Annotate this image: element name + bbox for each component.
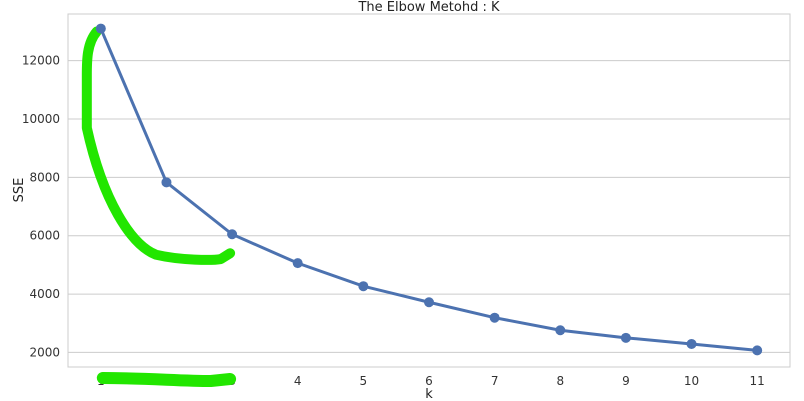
y-tick-label: 2000 bbox=[29, 345, 60, 359]
x-tick-label: 10 bbox=[684, 374, 699, 388]
data-point bbox=[292, 258, 303, 269]
chart-title: The Elbow Metohd : K bbox=[357, 0, 500, 15]
highlight-stroke-curve bbox=[81, 26, 236, 265]
data-point bbox=[489, 312, 500, 323]
data-point bbox=[752, 345, 763, 356]
y-tick-label: 4000 bbox=[29, 287, 60, 301]
grid-lines bbox=[68, 60, 790, 353]
x-tick-label: 4 bbox=[294, 374, 302, 388]
y-axis-title: SSE bbox=[12, 178, 27, 203]
x-tick-label: 6 bbox=[425, 374, 433, 388]
data-point bbox=[95, 23, 106, 34]
y-tick-label: 12000 bbox=[22, 54, 60, 68]
y-tick-label: 6000 bbox=[29, 229, 60, 243]
data-point bbox=[686, 338, 697, 349]
y-tick-label: 8000 bbox=[29, 170, 60, 184]
y-tick-label: 10000 bbox=[22, 112, 60, 126]
highlight-stroke-axis bbox=[96, 372, 237, 387]
data-point bbox=[227, 229, 238, 240]
x-tick-label: 9 bbox=[622, 374, 630, 388]
x-tick-label: 8 bbox=[556, 374, 564, 388]
data-point bbox=[358, 281, 369, 292]
x-tick-label: 11 bbox=[750, 374, 765, 388]
data-points bbox=[95, 23, 763, 356]
x-tick-label: 5 bbox=[360, 374, 368, 388]
data-point bbox=[620, 332, 631, 343]
y-tick-labels: 2000 4000 6000 8000 10000 12000 bbox=[22, 54, 60, 360]
x-tick-label: 7 bbox=[491, 374, 499, 388]
data-point bbox=[161, 177, 172, 188]
data-point bbox=[555, 325, 566, 336]
plot-area bbox=[67, 13, 791, 368]
x-axis-title: k bbox=[425, 387, 433, 401]
data-point bbox=[424, 297, 434, 308]
